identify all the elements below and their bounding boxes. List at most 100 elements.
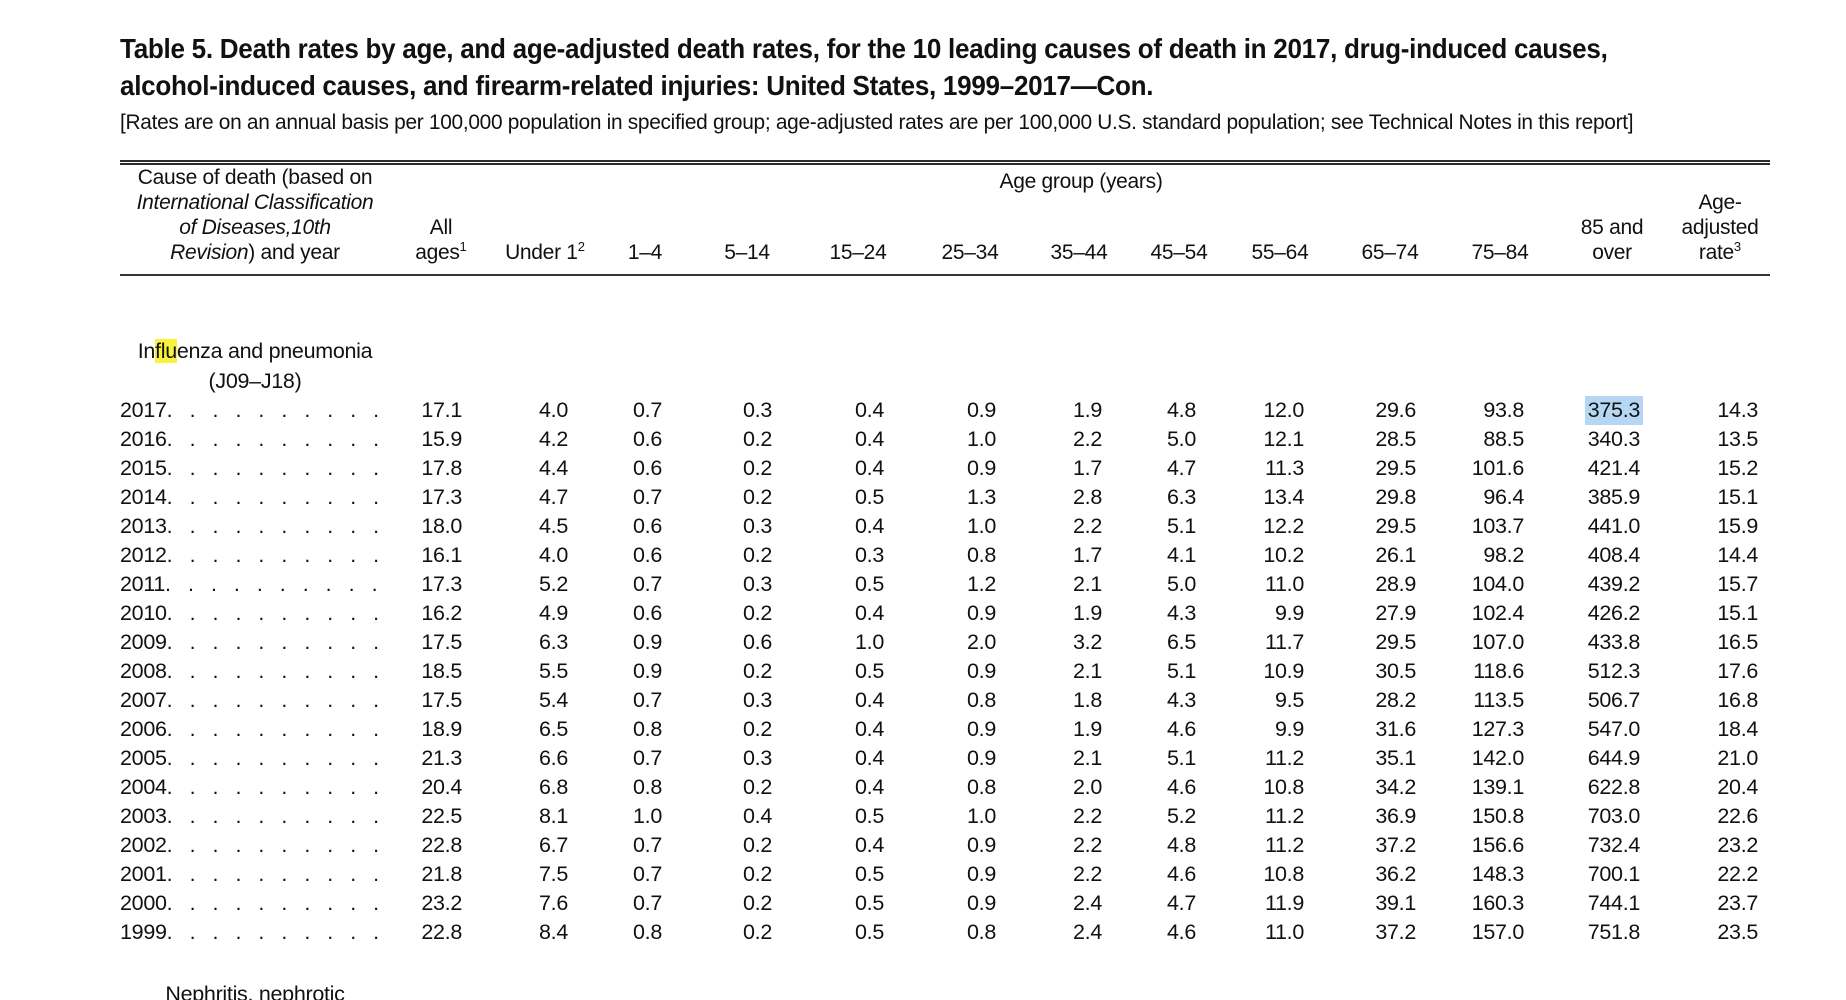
value-cell-55-64: 12.2 xyxy=(1263,514,1304,538)
value-cell-85-over: 439.2 xyxy=(1587,572,1641,596)
value-cell-55-64: 13.4 xyxy=(1263,485,1304,509)
value-cell-15-24: 0.5 xyxy=(855,572,884,596)
title-line-2: alcohol-induced causes, and firearm-rela… xyxy=(120,70,1154,101)
year-label: 2013 xyxy=(120,514,167,538)
value-cell-1-4: 0.7 xyxy=(633,688,662,712)
value-cell-all-ages: 17.5 xyxy=(421,688,462,712)
col-header-cause: Cause of death (based on International C… xyxy=(120,165,390,276)
value-cell-55-64: 11.7 xyxy=(1264,630,1304,654)
value-cell-35-44: 2.2 xyxy=(1073,514,1102,538)
value-cell-5-14: 0.2 xyxy=(743,427,772,451)
dot-leader xyxy=(165,570,390,599)
table-row: 2016 15.9 4.2 0.6 0.2 0.4 1.0 2.2 5.0 12… xyxy=(120,425,1770,454)
col-header-65-74: 65–74 xyxy=(1334,211,1446,276)
value-cell-age-adjusted: 16.8 xyxy=(1717,688,1759,712)
value-cell-75-84: 127.3 xyxy=(1471,717,1525,741)
year-cell: 2015 xyxy=(120,454,390,483)
dot-leader xyxy=(167,744,390,773)
value-cell-under-1: 6.6 xyxy=(539,746,568,770)
value-cell-25-34: 1.2 xyxy=(967,572,996,596)
year-cell: 2017 xyxy=(120,396,390,425)
value-cell-all-ages: 16.2 xyxy=(421,601,462,625)
dot-leader xyxy=(167,599,390,628)
table-row: 2002 22.8 6.7 0.7 0.2 0.4 0.9 2.2 4.8 11… xyxy=(120,831,1770,860)
dot-leader xyxy=(167,860,390,889)
value-cell-25-34: 0.9 xyxy=(967,398,996,422)
value-cell-under-1: 6.7 xyxy=(539,833,568,857)
dot-leader xyxy=(167,541,390,570)
year-label: 2004 xyxy=(120,775,167,799)
value-cell-35-44: 2.1 xyxy=(1073,746,1102,770)
value-cell-under-1: 7.6 xyxy=(539,891,568,915)
table-row: 2010 16.2 4.9 0.6 0.2 0.4 0.9 1.9 4.3 9.… xyxy=(120,599,1770,628)
value-cell-1-4: 0.6 xyxy=(633,601,662,625)
col-header-15-24: 15–24 xyxy=(802,211,914,276)
value-cell-age-adjusted: 16.5 xyxy=(1717,630,1759,654)
value-cell-75-84: 93.8 xyxy=(1483,398,1524,422)
value-cell-45-54: 4.6 xyxy=(1167,862,1196,886)
value-cell-25-34: 0.8 xyxy=(967,543,996,567)
value-cell-85-over: 340.3 xyxy=(1587,427,1641,451)
icd-code-label: (J09–J18) xyxy=(208,369,302,393)
value-cell-35-44: 2.1 xyxy=(1073,572,1102,596)
value-cell-35-44: 2.4 xyxy=(1073,920,1102,944)
value-cell-under-1: 4.0 xyxy=(539,543,568,567)
value-cell-under-1: 7.5 xyxy=(539,862,568,886)
value-cell-35-44: 2.0 xyxy=(1073,775,1102,799)
value-cell-15-24: 0.4 xyxy=(855,717,884,741)
value-cell-all-ages: 22.8 xyxy=(421,833,462,857)
table-row: 2001 21.8 7.5 0.7 0.2 0.5 0.9 2.2 4.6 10… xyxy=(120,860,1770,889)
value-cell-age-adjusted: 23.5 xyxy=(1717,920,1759,944)
dot-leader xyxy=(167,425,390,454)
value-cell-under-1: 6.8 xyxy=(539,775,568,799)
value-cell-1-4: 0.8 xyxy=(633,920,662,944)
value-cell-5-14: 0.3 xyxy=(743,572,772,596)
table-row: 2013 18.0 4.5 0.6 0.3 0.4 1.0 2.2 5.1 12… xyxy=(120,512,1770,541)
value-cell-45-54: 4.3 xyxy=(1167,601,1196,625)
value-cell-under-1: 6.5 xyxy=(539,717,568,741)
next-cause-group-row: Nephritis, nephrotic xyxy=(120,947,1770,1000)
value-cell-age-adjusted: 22.6 xyxy=(1717,804,1759,828)
value-cell-85-over: 703.0 xyxy=(1587,804,1641,828)
year-label: 2010 xyxy=(120,601,167,625)
year-label: 2009 xyxy=(120,630,167,654)
value-cell-1-4: 0.6 xyxy=(633,514,662,538)
year-cell: 2000 xyxy=(120,889,390,918)
value-cell-75-84: 142.0 xyxy=(1471,746,1525,770)
value-cell-75-84: 102.4 xyxy=(1471,601,1525,625)
year-label: 2012 xyxy=(120,543,167,567)
value-cell-85-over: 547.0 xyxy=(1587,717,1641,741)
find-highlight: flu xyxy=(155,339,177,363)
value-cell-all-ages: 23.2 xyxy=(421,891,462,915)
value-cell-under-1: 4.0 xyxy=(539,398,568,422)
value-cell-65-74: 35.1 xyxy=(1375,746,1416,770)
value-cell-age-adjusted: 23.7 xyxy=(1717,891,1759,915)
value-cell-5-14: 0.2 xyxy=(743,601,772,625)
value-cell-25-34: 0.9 xyxy=(967,601,996,625)
value-cell-65-74: 36.9 xyxy=(1375,804,1416,828)
year-cell: 2001 xyxy=(120,860,390,889)
value-cell-65-74: 29.5 xyxy=(1375,456,1416,480)
value-cell-5-14: 0.2 xyxy=(743,920,772,944)
value-cell-55-64: 10.2 xyxy=(1263,543,1304,567)
value-cell-75-84: 157.0 xyxy=(1471,920,1525,944)
value-cell-85-over: 700.1 xyxy=(1587,862,1641,886)
value-cell-45-54: 4.8 xyxy=(1167,833,1196,857)
value-cell-85-over: 744.1 xyxy=(1587,891,1641,915)
value-cell-all-ages: 15.9 xyxy=(421,427,462,451)
year-cell: 2012 xyxy=(120,541,390,570)
value-cell-age-adjusted: 14.4 xyxy=(1717,543,1759,567)
cause-group-label: Influenza and pneumonia (J09–J18) xyxy=(120,336,390,396)
year-label: 2006 xyxy=(120,717,167,741)
value-cell-35-44: 1.7 xyxy=(1073,456,1102,480)
dot-leader xyxy=(167,686,390,715)
value-cell-85-over: 375.3 xyxy=(1554,396,1670,425)
table-row: 2017 17.1 4.0 0.7 0.3 0.4 0.9 1.9 4.8 12… xyxy=(120,396,1770,425)
value-cell-age-adjusted: 14.3 xyxy=(1717,398,1759,422)
value-cell-55-64: 11.9 xyxy=(1264,891,1304,915)
value-cell-35-44: 2.4 xyxy=(1073,891,1102,915)
value-cell-all-ages: 22.5 xyxy=(421,804,462,828)
value-cell-under-1: 4.7 xyxy=(539,485,568,509)
value-cell-45-54: 4.6 xyxy=(1167,920,1196,944)
value-cell-65-74: 37.2 xyxy=(1375,833,1416,857)
